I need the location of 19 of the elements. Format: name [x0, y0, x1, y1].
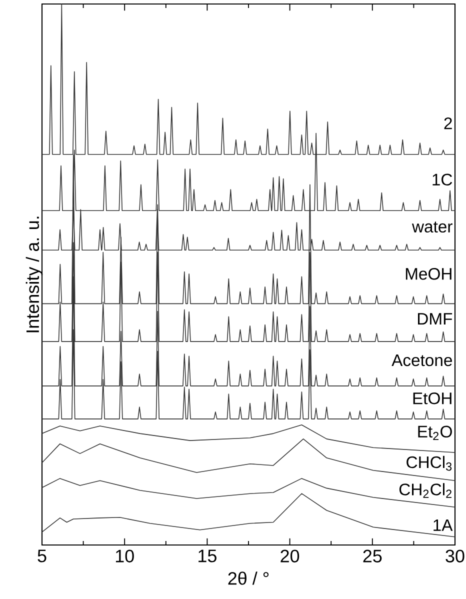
series-label: 1A [434, 519, 453, 531]
series-label: 2 [444, 117, 452, 130]
x-tick-label: 25 [363, 550, 382, 562]
series-label: water [412, 222, 452, 233]
series-label: Et$_{2}$O [418, 426, 452, 440]
series-label: DMF [418, 313, 452, 325]
x-tick-label: 15 [198, 550, 216, 562]
x-tick-label: 5 [38, 550, 46, 562]
series-label: CHCl$_{3}$ [406, 456, 452, 471]
x-tick-label: 20 [280, 550, 300, 562]
y-axis-title: Intensity / a. u. [26, 216, 43, 332]
series-label: EtOH [413, 392, 452, 404]
x-tick-label: 10 [116, 550, 134, 562]
series-label: MeOH [406, 268, 452, 280]
series-label: 1C [432, 174, 452, 186]
series-label: Acetone [392, 354, 452, 366]
x-axis-title: 2θ / ° [228, 572, 269, 585]
x-tick-label: 30 [446, 550, 464, 562]
series-label: CH$_{2}$Cl$_{2}$ [399, 483, 452, 498]
